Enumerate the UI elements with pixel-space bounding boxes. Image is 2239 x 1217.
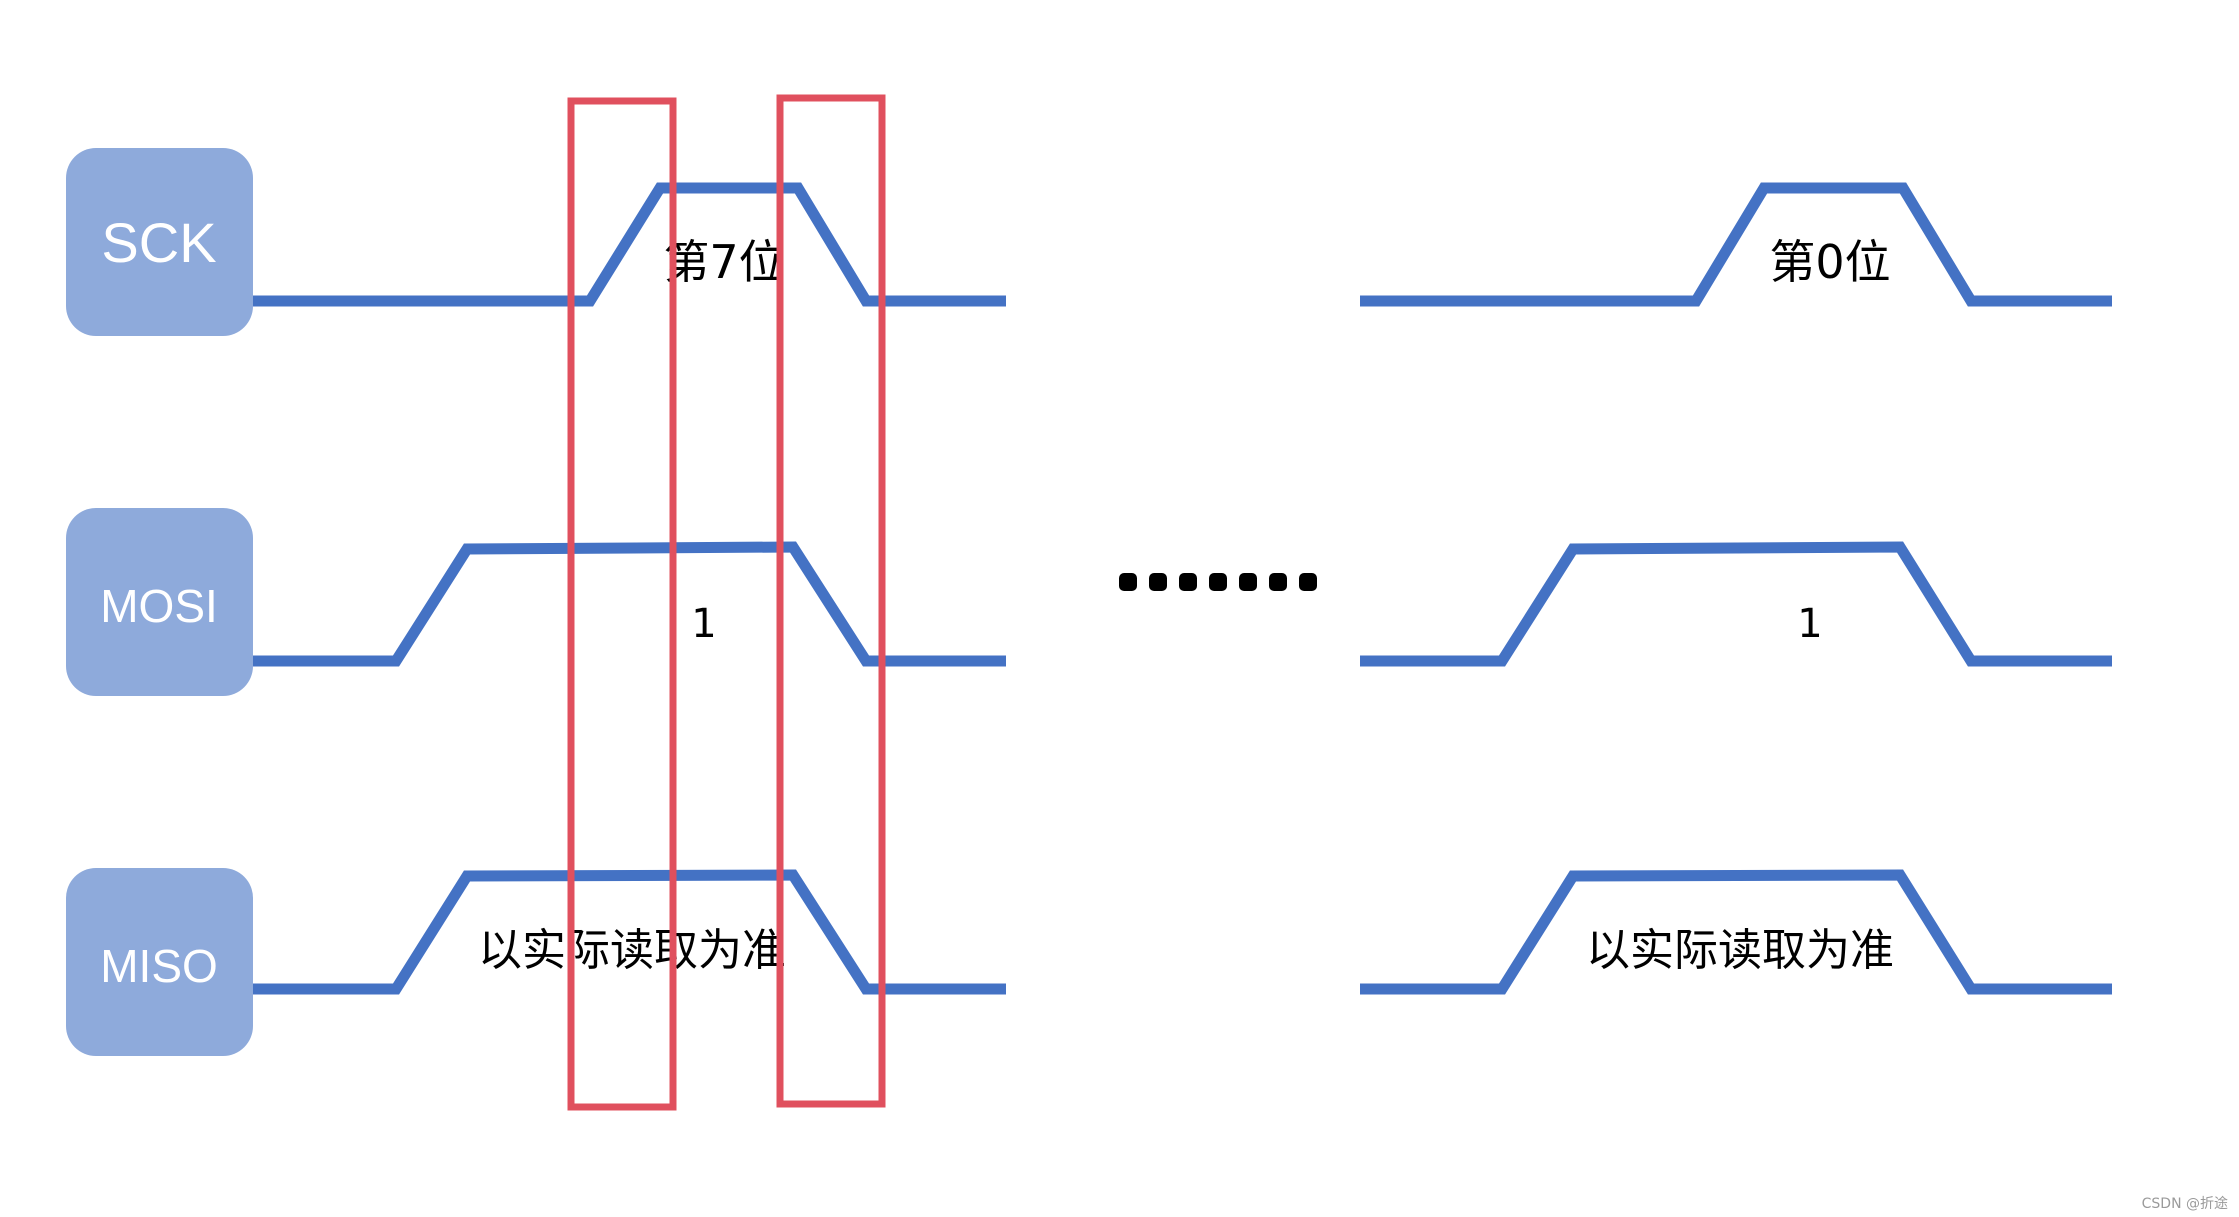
ellipsis-dot bbox=[1179, 573, 1197, 591]
miso-waveform-right bbox=[1360, 869, 2112, 995]
ellipsis-dot bbox=[1299, 573, 1317, 591]
signal-label-mosi: MOSI bbox=[66, 508, 253, 696]
miso-bit-label-left: 以实际读取为准 bbox=[478, 925, 786, 976]
signal-name-text: MISO bbox=[100, 940, 218, 992]
miso-waveform-left bbox=[253, 869, 1006, 995]
signal-label-box bbox=[66, 148, 253, 336]
mosi-bit-label-left: 1 bbox=[691, 601, 716, 647]
signal-label-box bbox=[66, 508, 253, 696]
watermark-text: CSDN @折途 bbox=[2142, 1195, 2228, 1212]
mosi-waveform-left bbox=[253, 541, 1006, 667]
signal-label-sck: SCK bbox=[66, 148, 253, 336]
sck-waveform-right bbox=[1360, 182, 2112, 307]
mosi-bit-label-right: 1 bbox=[1797, 601, 1822, 647]
ellipsis-dot bbox=[1209, 573, 1227, 591]
ellipsis-dot bbox=[1119, 573, 1137, 591]
signal-label-box bbox=[66, 868, 253, 1056]
signal-label-miso: MISO bbox=[66, 868, 253, 1056]
highlight-falling-edge-box bbox=[776, 94, 886, 1108]
miso-bit-label-right: 以实际读取为准 bbox=[1586, 925, 1894, 976]
highlight-rising-edge-box bbox=[567, 97, 677, 1111]
signal-name-text: MOSI bbox=[100, 580, 218, 632]
signal-name-text: SCK bbox=[101, 211, 216, 274]
ellipsis-dots bbox=[1119, 573, 1317, 591]
ellipsis-dot bbox=[1269, 573, 1287, 591]
sck-bit-label-right: 第0位 bbox=[1769, 235, 1890, 289]
sck-bit-label-left: 第7位 bbox=[663, 235, 784, 289]
ellipsis-dot bbox=[1239, 573, 1257, 591]
mosi-waveform-right bbox=[1360, 541, 2112, 667]
ellipsis-dot bbox=[1149, 573, 1167, 591]
sck-waveform-left bbox=[253, 182, 1006, 307]
